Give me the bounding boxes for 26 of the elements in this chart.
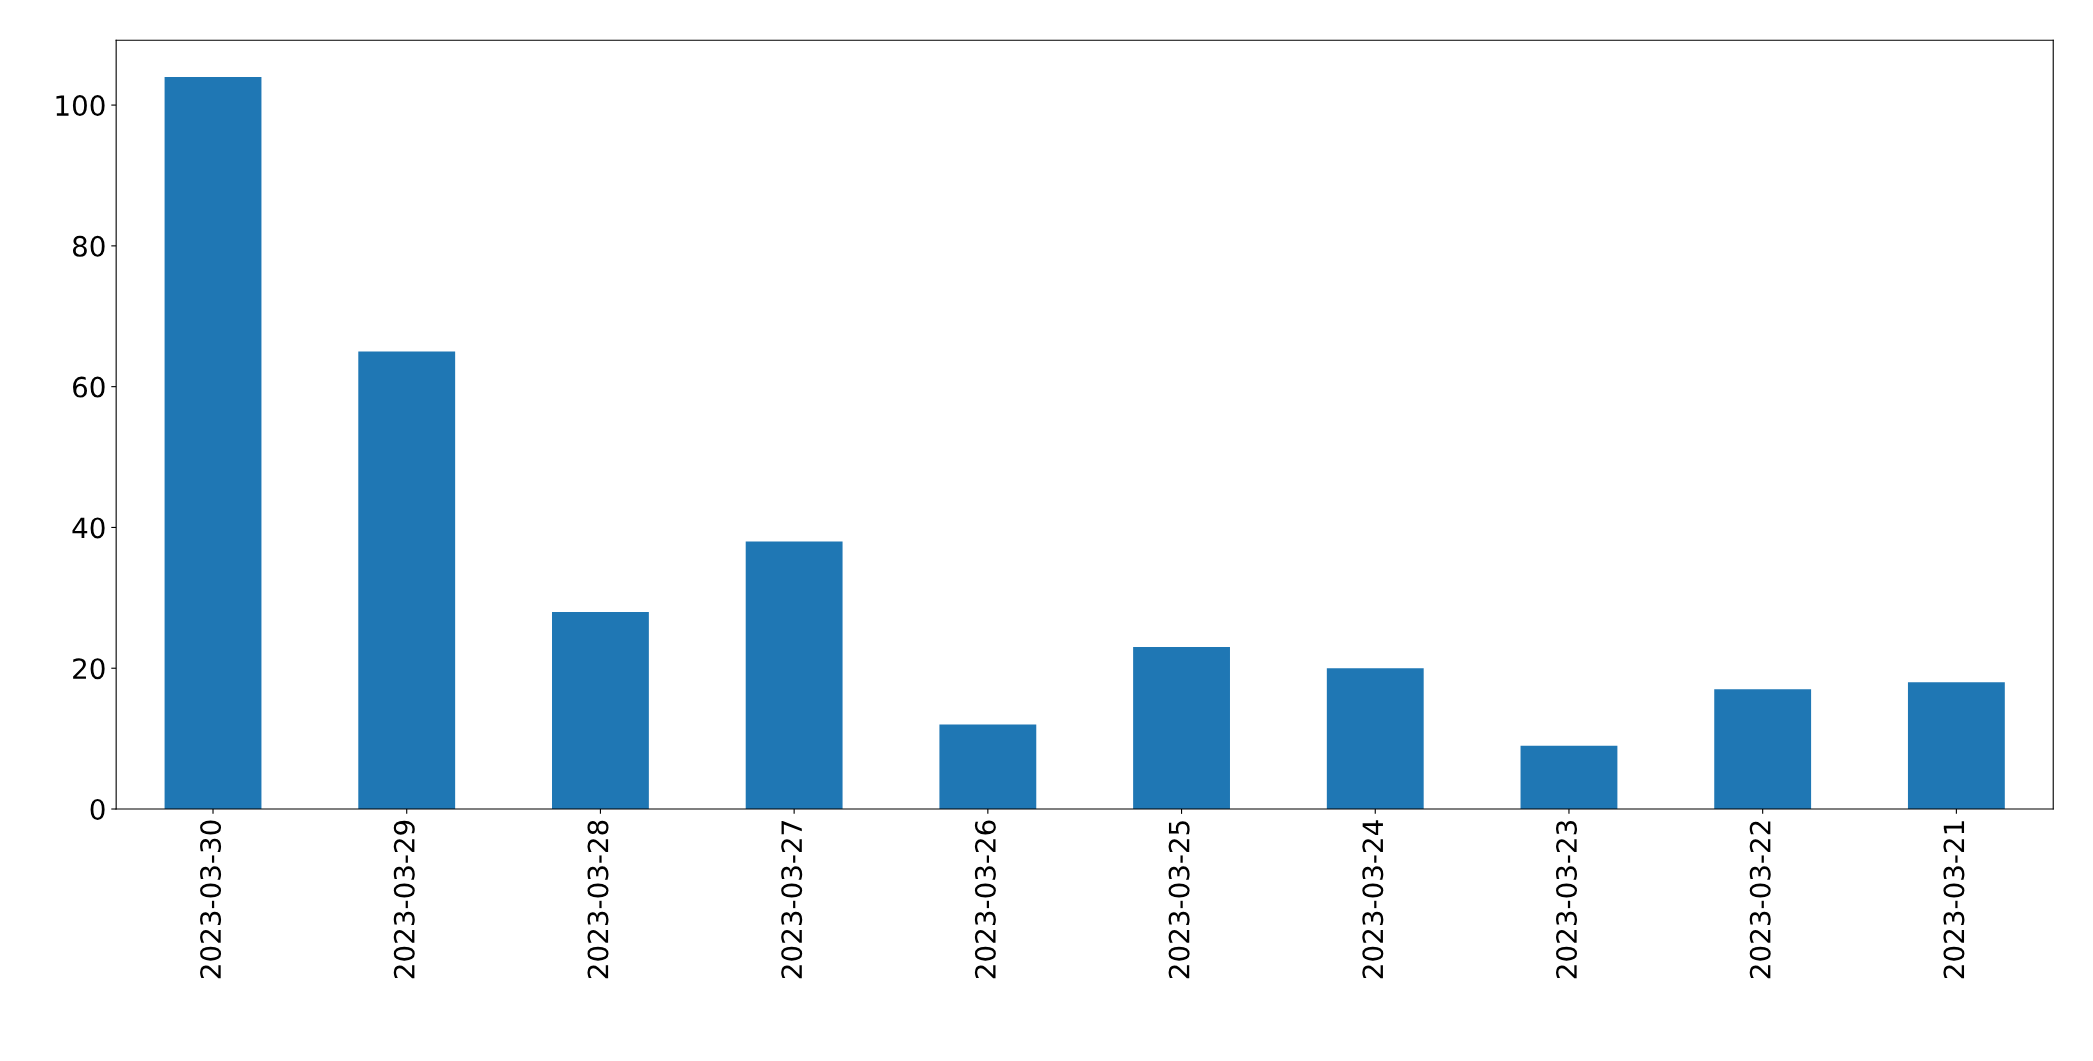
x-tick-label: 2023-03-23: [1556, 820, 1578, 979]
x-tick-label: 2023-03-26: [974, 820, 996, 979]
bar: [1520, 745, 1618, 810]
bar: [358, 351, 456, 810]
y-tick-label: 60: [73, 376, 105, 398]
x-tick-label: 2023-03-24: [1362, 820, 1384, 979]
bar: [745, 541, 843, 810]
bar: [1714, 689, 1812, 810]
bar: [552, 611, 649, 810]
y-tick-label: 20: [73, 658, 105, 680]
bar: [1326, 668, 1424, 810]
x-tick-label: 2023-03-29: [393, 820, 415, 979]
x-tick-label: 2023-03-25: [1168, 821, 1190, 979]
y-tick-label: 80: [72, 235, 105, 257]
y-tick-label: 100: [56, 95, 105, 117]
bar: [1907, 682, 2005, 810]
x-tick-label: 2023-03-30: [200, 820, 222, 979]
x-tick-label: 2023-03-21: [1943, 821, 1965, 979]
y-tick-label: 0: [90, 798, 105, 820]
y-tick-label: 40: [72, 517, 105, 539]
x-tick-label: 2023-03-28: [587, 820, 609, 979]
x-tick-label: 2023-03-27: [781, 821, 803, 979]
bar: [1133, 647, 1230, 810]
bar: [939, 724, 1037, 810]
bar: [164, 76, 262, 810]
x-tick-label: 2023-03-22: [1749, 821, 1771, 979]
